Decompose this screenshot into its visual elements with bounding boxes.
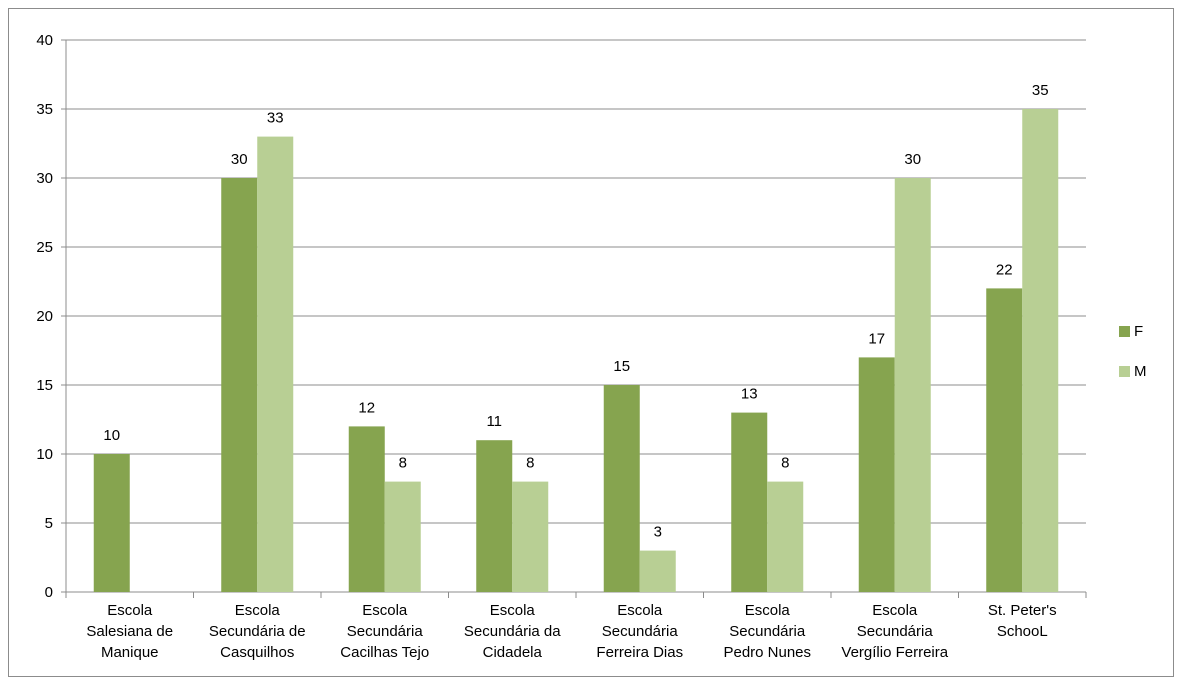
y-tick-label: 15 (36, 377, 53, 394)
bar-f (348, 426, 385, 592)
bar-chart: 0 5 10 15 20 25 30 35 40 10 30 33 12 8 11 8 15 3 13 8 17 30 2… (36, 32, 1147, 661)
bar-f (731, 412, 768, 592)
data-labels: 10 30 33 12 8 11 8 15 3 13 8 17 30 22 35 (103, 82, 1048, 541)
data-label: 11 (486, 413, 502, 430)
category-labels: Escola Salesiana de Manique Escola Secundári… (86, 602, 1056, 661)
bar-f (986, 288, 1023, 592)
data-label: 8 (526, 455, 534, 472)
bar-f (221, 178, 258, 592)
y-tick-label: 35 (36, 101, 53, 118)
data-label: 22 (996, 261, 1013, 278)
data-label: 8 (399, 455, 407, 472)
x-category-label: Escola Secundária da Cidadela (464, 602, 561, 661)
x-category-label: Escola Salesiana de Manique (86, 602, 173, 661)
y-tick-label: 25 (36, 239, 53, 256)
bar-m (767, 481, 804, 592)
x-category-label: Escola Secundária Ferreira Dias (596, 602, 683, 661)
bar-m (1022, 109, 1059, 592)
bar-f (476, 440, 513, 592)
x-category-label: St. Peter's SchooL (988, 602, 1057, 640)
data-label: 33 (267, 110, 284, 127)
bar-f (858, 357, 895, 592)
data-label: 15 (613, 358, 630, 375)
bar-m (257, 136, 294, 592)
y-tick-label: 10 (36, 446, 53, 463)
data-label: 13 (741, 386, 758, 403)
y-tick-label: 5 (45, 515, 53, 532)
data-label: 35 (1032, 82, 1049, 99)
bar-m (512, 481, 549, 592)
x-category-label: Escola Secundária de Casquilhos (209, 602, 306, 661)
data-label: 3 (654, 524, 662, 541)
y-tick-label: 20 (36, 308, 53, 325)
bar-m (894, 178, 931, 592)
legend-swatch-m (1119, 366, 1130, 377)
x-category-label: Escola Secundária Pedro Nunes (723, 602, 811, 661)
legend-swatch-f (1119, 326, 1130, 337)
data-label: 17 (868, 330, 885, 347)
legend: FM (1119, 323, 1147, 380)
y-tick-label: 40 (36, 32, 53, 49)
data-label: 10 (103, 427, 120, 444)
gridlines (66, 39, 1086, 524)
chart-frame: 0 5 10 15 20 25 30 35 40 10 30 33 12 8 11 8 15 3 13 8 17 30 2… (8, 8, 1174, 677)
y-tick-label: 0 (45, 584, 53, 601)
x-category-label: Escola Secundária Vergílio Ferreira (841, 602, 948, 661)
bar-m (639, 550, 676, 592)
legend-label-f: F (1134, 323, 1143, 340)
x-category-label: Escola Secundária Cacilhas Tejo (340, 602, 429, 661)
data-label: 12 (358, 399, 375, 416)
data-label: 30 (904, 151, 921, 168)
data-label: 30 (231, 151, 248, 168)
bars (93, 109, 1059, 592)
bar-f (603, 385, 640, 592)
bar-m (384, 481, 421, 592)
bar-f (93, 454, 130, 592)
data-label: 8 (781, 455, 789, 472)
y-tick-label: 30 (36, 170, 53, 187)
legend-label-m: M (1134, 363, 1147, 380)
